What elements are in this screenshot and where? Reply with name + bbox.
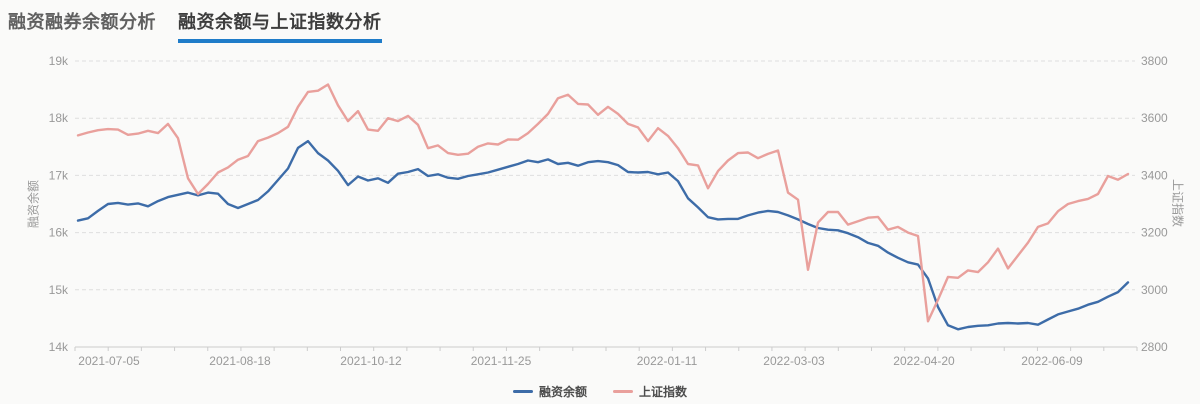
tab-margin-vs-sse-index-analysis[interactable]: 融资余额与上证指数分析 xyxy=(178,8,382,43)
legend-item-margin-balance[interactable]: 融资余额 xyxy=(512,383,587,400)
tab-margin-balance-analysis[interactable]: 融资融券余额分析 xyxy=(8,12,156,32)
x-tick: 2022-06-09 xyxy=(1021,354,1083,368)
grid-lines xyxy=(75,60,1135,291)
y-axis-left-tick-labels: 19k 18k 17k 16k 15k 14k xyxy=(49,54,69,354)
y-left-tick: 19k xyxy=(49,54,69,68)
x-tick: 2022-04-20 xyxy=(893,354,955,368)
tab-bar: 融资融券余额分析 融资余额与上证指数分析 xyxy=(8,8,382,43)
x-tick: 2021-08-18 xyxy=(209,354,271,368)
series-line-margin-balance xyxy=(76,139,1130,331)
x-tick: 2021-07-05 xyxy=(78,354,140,368)
x-tick: 2022-03-03 xyxy=(763,354,825,368)
x-tick: 2021-10-12 xyxy=(340,354,402,368)
y-left-tick: 15k xyxy=(49,283,69,297)
legend-label-sse-index: 上证指数 xyxy=(639,385,688,399)
y-left-tick: 18k xyxy=(49,111,69,125)
y-left-tick: 16k xyxy=(49,226,69,240)
y-right-tick: 3400 xyxy=(1141,168,1168,182)
y-left-tick: 14k xyxy=(49,340,69,354)
x-tick: 2022-01-11 xyxy=(637,354,698,368)
x-axis-tick-labels: 2021-07-05 2021-08-18 2021-10-12 2021-11-25… xyxy=(78,354,1083,368)
y-right-tick: 3000 xyxy=(1141,283,1168,297)
legend-label-margin-balance: 融资余额 xyxy=(538,385,587,399)
y-right-tick: 2800 xyxy=(1141,340,1168,354)
y-right-tick: 3200 xyxy=(1141,226,1168,240)
legend: 融资余额 上证指数 xyxy=(0,383,1200,400)
legend-item-sse-index[interactable]: 上证指数 xyxy=(613,383,687,400)
legend-line-swatch-blue xyxy=(512,390,533,393)
y-right-tick: 3600 xyxy=(1141,111,1168,125)
y-right-tick: 3800 xyxy=(1141,54,1168,68)
x-tick: 2021-11-25 xyxy=(471,354,532,368)
y-left-tick: 17k xyxy=(49,168,69,182)
legend-line-swatch-pink xyxy=(613,390,633,393)
y-axis-right-tick-labels: 3800 3600 3400 3200 3000 2800 xyxy=(1141,54,1168,354)
x-axis xyxy=(74,346,1138,351)
series-line-sse-index xyxy=(76,83,1130,323)
